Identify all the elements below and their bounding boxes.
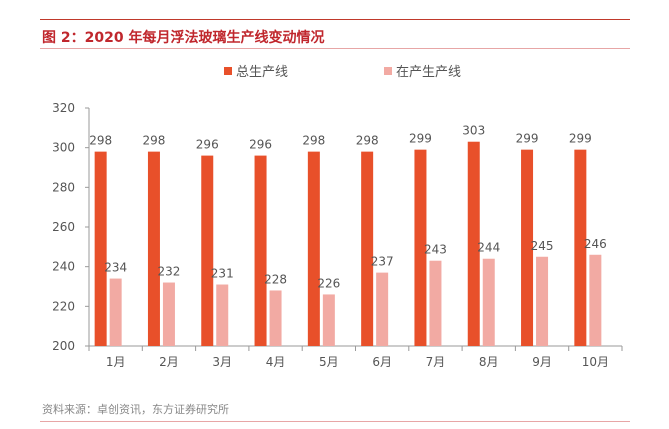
legend-swatch-total: [224, 66, 232, 75]
x-tick-label: 9月: [532, 355, 552, 369]
y-tick-label: 300: [52, 141, 75, 155]
bar-total: [94, 151, 107, 346]
y-tick-label: 320: [52, 101, 75, 115]
data-label-total: 303: [462, 124, 485, 138]
data-label-total: 299: [409, 132, 432, 146]
source-note: 资料来源：卓创资讯，东方证券研究所: [42, 403, 229, 416]
x-tick-label: 1月: [106, 355, 126, 369]
bar-total: [467, 141, 480, 346]
data-label-total: 296: [249, 138, 272, 152]
bar-active: [429, 260, 442, 346]
bar-active: [376, 272, 389, 346]
y-tick-label: 260: [52, 220, 75, 234]
bar-active: [589, 254, 602, 346]
x-tick-label: 3月: [212, 355, 232, 369]
x-tick-label: 8月: [479, 355, 499, 369]
figure-title: 图 2：2020 年每月浮法玻璃生产线变动情况: [42, 30, 325, 46]
data-label-active: 234: [104, 261, 127, 275]
legend-item-total: 总生产线: [224, 61, 288, 80]
bar-active: [482, 258, 495, 346]
data-label-active: 244: [477, 241, 500, 255]
bottom-rule: [40, 421, 630, 422]
y-tick-label: 200: [52, 339, 75, 353]
bar-total: [147, 151, 160, 346]
bar-total: [254, 155, 267, 346]
x-tick-label: 4月: [266, 355, 286, 369]
bar-total: [574, 149, 587, 346]
data-label-total: 299: [516, 132, 539, 146]
bar-active: [322, 294, 335, 346]
bar-active: [536, 256, 549, 346]
bar-active: [109, 278, 122, 346]
data-label-active: 237: [371, 255, 394, 269]
x-tick-label: 2月: [159, 355, 179, 369]
x-tick-label: 6月: [372, 355, 392, 369]
data-label-active: 228: [264, 272, 287, 286]
legend-label-active: 在产生产线: [396, 65, 462, 80]
y-tick-label: 280: [52, 180, 75, 194]
x-tick-label: 7月: [426, 355, 446, 369]
data-label-active: 231: [211, 267, 234, 281]
y-tick-label: 220: [52, 299, 75, 313]
data-label-active: 246: [584, 237, 607, 251]
top-rule: [40, 19, 630, 20]
bar-total: [201, 155, 214, 346]
data-label-total: 299: [569, 132, 592, 146]
data-label-active: 243: [424, 243, 447, 257]
data-label-total: 298: [302, 134, 325, 148]
data-label-active: 245: [531, 239, 554, 253]
bar-total: [307, 151, 320, 346]
y-tick-label: 240: [52, 260, 75, 274]
bar-active: [269, 290, 282, 346]
data-label-total: 298: [89, 134, 112, 148]
legend-swatch-active: [384, 66, 392, 75]
bar-total: [414, 149, 427, 346]
legend-item-active: 在产生产线: [384, 61, 461, 80]
data-label-total: 298: [356, 134, 379, 148]
bar-active: [216, 284, 229, 346]
data-label-total: 296: [196, 138, 219, 152]
legend: 总生产线 在产生产线: [0, 61, 669, 80]
legend-label-total: 总生产线: [236, 65, 289, 80]
data-label-total: 298: [142, 134, 165, 148]
title-rule: [40, 48, 630, 49]
bar-total: [361, 151, 374, 346]
x-tick-label: 10月: [582, 355, 609, 369]
bar-total: [521, 149, 534, 346]
bar-active: [162, 282, 175, 346]
data-label-active: 226: [317, 276, 340, 290]
x-tick-label: 5月: [319, 355, 339, 369]
data-label-active: 232: [157, 265, 180, 279]
